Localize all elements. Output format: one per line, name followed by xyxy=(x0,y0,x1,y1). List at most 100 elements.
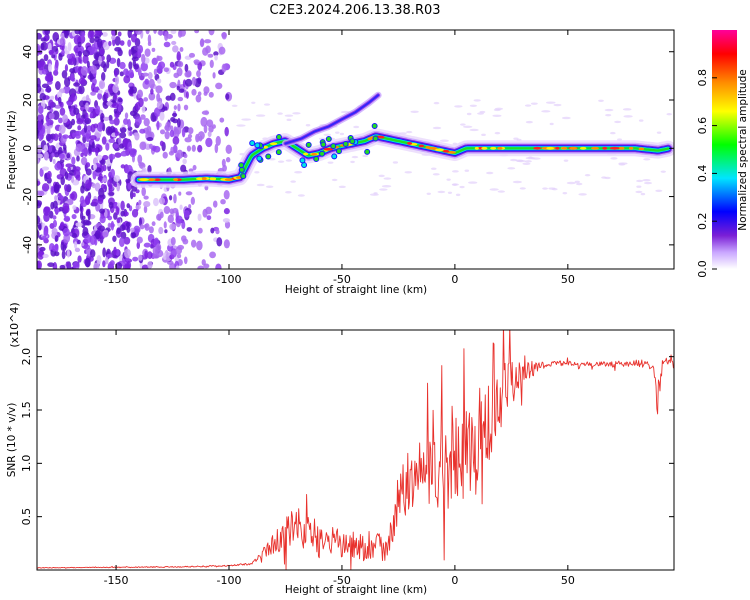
spectrogram-speckle xyxy=(196,240,203,251)
spectrogram-hotspot xyxy=(311,152,318,156)
spectrogram-speckle xyxy=(290,180,296,183)
spectrogram-speckle xyxy=(82,49,90,57)
spectrogram-speckle xyxy=(137,154,143,164)
spectrogram-speckle xyxy=(120,150,128,157)
spectrogram-hotspot xyxy=(418,144,425,148)
spectrogram-speckle xyxy=(117,49,123,57)
spectrogram-speckle xyxy=(110,168,116,178)
spectrogram-speckle xyxy=(75,143,83,152)
spectrogram-hotspot xyxy=(201,177,207,180)
x-tick-label: 50 xyxy=(561,273,575,286)
spectrogram-hotspot xyxy=(371,122,378,129)
spectrogram-speckle xyxy=(114,152,122,158)
spectrogram-speckle xyxy=(99,81,104,88)
spectrogram-speckle xyxy=(137,254,143,261)
spectrogram-speckle xyxy=(158,226,164,235)
spectrogram-speckle xyxy=(223,208,230,215)
spectrogram-hotspot xyxy=(153,178,161,182)
spectrogram-hotspot xyxy=(303,152,309,156)
spectrogram-speckle xyxy=(553,103,562,107)
spectrogram-speckle xyxy=(561,116,571,120)
spectrogram-speckle xyxy=(141,187,146,197)
spectrogram-speckle xyxy=(201,110,210,115)
spectrogram-speckle xyxy=(144,48,151,57)
spectrogram-ridge xyxy=(130,91,674,188)
spectrogram-speckle xyxy=(107,215,113,221)
spectrogram-speckle xyxy=(90,123,96,133)
spectrogram-speckle xyxy=(70,191,78,201)
spectrogram-speckle xyxy=(84,102,89,112)
spectrogram-hotspot xyxy=(195,177,205,181)
spectrogram-speckle xyxy=(51,152,55,158)
spectrogram-speckle xyxy=(120,200,125,211)
spectrogram-speckle xyxy=(197,265,205,269)
spectrogram-speckle xyxy=(462,125,473,129)
spectrogram-speckle xyxy=(548,187,556,190)
spectrogram-speckle xyxy=(60,176,65,186)
spectrogram-speckle xyxy=(102,260,106,268)
spectrogram-speckle xyxy=(119,132,127,139)
spectrogram-speckle xyxy=(186,227,193,232)
spectrogram-speckle xyxy=(131,86,138,94)
spectrogram-speckle xyxy=(77,50,82,57)
spectrogram-speckle xyxy=(147,34,152,44)
spectrogram-speckle xyxy=(473,99,481,102)
spectrogram-speckle xyxy=(73,82,81,87)
spectrogram-speckle xyxy=(137,45,144,54)
spectrogram-speckle xyxy=(155,85,163,94)
spectrogram-speckle xyxy=(90,91,96,96)
spectrogram-speckle xyxy=(91,46,98,53)
spectrogram-speckle xyxy=(369,193,379,196)
spectrogram-speckle xyxy=(338,185,346,189)
spectrogram-speckle xyxy=(87,208,91,215)
spectrogram-speckle xyxy=(65,30,70,36)
spectrogram-speckle xyxy=(91,147,97,153)
spectrogram-speckle xyxy=(493,108,501,112)
spectrogram-speckle xyxy=(39,167,44,177)
spectrogram-speckle xyxy=(170,146,174,154)
spectrogram-speckle xyxy=(169,61,175,68)
spectrogram-speckle xyxy=(176,149,184,159)
spectrogram-speckle xyxy=(138,97,144,108)
spectrogram-speckle xyxy=(89,112,93,118)
spectrogram-speckle xyxy=(170,30,177,35)
spectrogram-speckle xyxy=(353,125,360,129)
spectrogram-speckle xyxy=(164,229,168,234)
spectrogram-speckle xyxy=(128,49,132,57)
spectrogram-speckle xyxy=(114,127,118,137)
spectrogram-speckle xyxy=(151,57,158,66)
spectrogram-speckle xyxy=(170,248,177,258)
spectrogram-speckle xyxy=(144,78,150,85)
spectrogram-speckle xyxy=(78,85,85,95)
spectrogram-speckle xyxy=(183,104,189,111)
spectrogram-speckle xyxy=(65,261,70,267)
spectrogram-speckle xyxy=(198,135,203,142)
spectrogram-speckle xyxy=(118,136,122,146)
spectrogram-speckle xyxy=(331,178,338,182)
spectrogram-speckle xyxy=(90,65,97,74)
spectrogram-speckle xyxy=(468,181,478,184)
spectrogram-speckle xyxy=(513,137,519,140)
spectrogram-speckle xyxy=(176,253,182,259)
spectrogram-speckle xyxy=(178,191,182,196)
spectrogram-hotspot xyxy=(209,177,215,181)
spectrogram-speckle xyxy=(73,241,78,249)
spectrogram-speckle xyxy=(197,213,202,222)
spectrogram-speckle xyxy=(531,157,541,160)
spectrogram-speckle xyxy=(492,114,502,117)
spectrogram-speckle xyxy=(169,129,175,138)
spectrogram-speckle xyxy=(163,206,171,215)
spectrogram-speckle xyxy=(524,160,532,163)
spectrogram-hotspot xyxy=(425,145,431,149)
spectrogram-speckle xyxy=(112,235,117,242)
spectrogram-speckle xyxy=(210,227,215,234)
spectrogram-speckle xyxy=(181,127,186,138)
spectrogram-speckle xyxy=(58,153,65,160)
spectrogram-speckle xyxy=(215,82,223,90)
spectrogram-speckle xyxy=(148,92,156,101)
spectrogram-speckle xyxy=(193,59,200,65)
spectrogram-speckle xyxy=(116,227,121,235)
spectrogram-speckle xyxy=(99,208,106,214)
spectrogram-speckle xyxy=(118,237,125,248)
spectrogram-speckle xyxy=(89,249,96,258)
